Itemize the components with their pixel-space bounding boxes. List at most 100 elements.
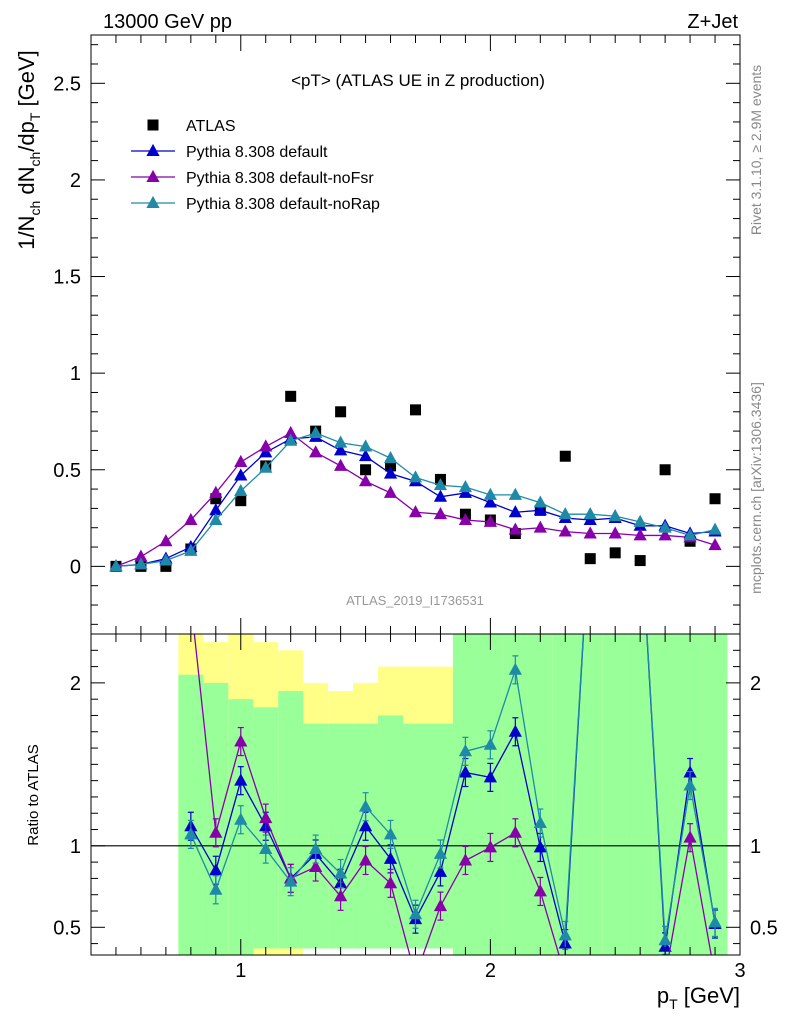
legend-marker-pythia-8-308-default-nofsr <box>146 169 160 182</box>
data-point-pythia-8-308-default-nofsr <box>334 458 348 471</box>
ratio-point-pythia-8-308-default-norap <box>408 907 423 920</box>
data-point-pythia-8-308-default-norap <box>433 478 448 491</box>
ratio-point-pythia-8-308-default <box>383 851 398 864</box>
data-point-pythia-8-308-default-nofsr <box>633 528 647 541</box>
analysis-watermark: ATLAS_2019_I1736531 <box>346 593 484 608</box>
y-tick-label: 0.5 <box>53 460 81 482</box>
data-point-pythia-8-308-default-nofsr <box>708 537 722 551</box>
data-point-pythia-8-308-default <box>508 505 522 518</box>
data-point-pythia-8-308-default <box>383 466 398 479</box>
ratio-point-pythia-8-308-default-nofsr <box>483 840 497 853</box>
data-point-pythia-8-308-default-norap <box>408 470 423 483</box>
data-point-pythia-8-308-default-norap <box>633 514 647 527</box>
data-point-pythia-8-308-default <box>334 443 348 456</box>
data-point-pythia-8-308-default-norap <box>358 439 373 452</box>
data-point-pythia-8-308-default-norap <box>508 487 522 500</box>
ratio-y-tick-label-right: 2 <box>750 673 761 695</box>
data-point-pythia-8-308-default-nofsr <box>658 528 672 541</box>
data-point-atlas <box>385 460 397 472</box>
header-energy-label: 13000 GeV pp <box>103 11 232 33</box>
data-point-atlas <box>360 464 372 476</box>
ratio-point-pythia-8-308-default-norap <box>284 874 298 887</box>
data-point-pythia-8-308-default-norap <box>209 512 223 525</box>
data-point-pythia-8-308-default <box>358 449 373 462</box>
data-point-pythia-8-308-default-norap <box>383 451 398 464</box>
ratio-point-pythia-8-308-default-norap <box>658 933 672 946</box>
uncertainty-band-inner <box>278 691 304 949</box>
data-point-pythia-8-308-default-nofsr <box>284 425 298 438</box>
uncertainty-band-inner <box>328 723 354 949</box>
main-panel: 0 0.5 1 1.5 2 2.5 <pT> (ATLAS UE in Z product… <box>14 34 741 635</box>
ratio-point-pythia-8-308-default-norap <box>683 778 697 791</box>
main-panel-axes: 0 0.5 1 1.5 2 2.5 <box>53 34 741 635</box>
data-point-pythia-8-308-default-norap <box>334 435 348 448</box>
legend: ATLAS Pythia 8.308 default Pythia 8.308 de… <box>131 118 380 213</box>
data-point-pythia-8-308-default <box>209 503 223 516</box>
series-line-pythia-8-308-default <box>115 436 716 568</box>
ratio-point-pythia-8-308-default <box>533 840 547 853</box>
ratio-point-pythia-8-308-default <box>508 724 522 737</box>
ratio-panel-data <box>91 634 740 955</box>
data-point-pythia-8-308-default-nofsr <box>408 505 423 518</box>
legend-marker-atlas <box>147 119 159 131</box>
legend-marker-pythia-8-308-default-norap <box>146 195 160 208</box>
data-point-pythia-8-308-default-norap <box>259 460 273 473</box>
uncertainty-band-inner <box>577 634 603 955</box>
data-point-pythia-8-308-default-norap <box>159 553 173 566</box>
data-point-pythia-8-308-default-norap <box>284 433 298 446</box>
main-y-axis-label: 1/Nch dNch/dpT [GeV] <box>14 50 43 250</box>
y-tick-label: 0 <box>70 556 81 578</box>
ratio-point-pythia-8-308-default <box>433 864 448 877</box>
ratio-point-pythia-8-308-default-norap <box>234 812 248 825</box>
uncertainty-band-inner <box>602 634 628 955</box>
data-point-pythia-8-308-default <box>533 503 547 516</box>
ratio-line-pythia-8-308-default-norap <box>190 634 716 941</box>
data-point-atlas <box>285 390 297 402</box>
data-point-pythia-8-308-default-nofsr <box>533 520 547 533</box>
data-point-atlas <box>659 464 671 476</box>
data-point-pythia-8-308-default-nofsr <box>583 526 597 539</box>
legend-label-pythia-8-308-default-norap: Pythia 8.308 default-noRap <box>186 196 380 213</box>
ratio-y-axis-label: Ratio to ATLAS <box>25 744 42 845</box>
svg-text:pT [GeV]: pT [GeV] <box>657 983 740 1012</box>
data-point-atlas <box>235 495 247 507</box>
data-point-atlas <box>609 547 621 559</box>
ratio-point-pythia-8-308-default-nofsr <box>234 734 248 747</box>
ratio-point-pythia-8-308-default-nofsr <box>358 853 373 866</box>
x-tick-label: 3 <box>734 960 745 982</box>
data-point-pythia-8-308-default-nofsr <box>508 522 522 535</box>
data-point-atlas <box>709 493 721 505</box>
ratio-point-pythia-8-308-default-nofsr <box>683 830 697 843</box>
data-point-pythia-8-308-default-norap <box>533 495 547 508</box>
ratio-line-pythia-8-308-default <box>190 634 716 947</box>
x-tick-label: 2 <box>485 960 496 982</box>
uncertainty-band-inner <box>702 634 728 955</box>
data-point-pythia-8-308-default-norap <box>483 487 497 500</box>
ratio-panel-axes: 0.5 0.5 1 1 2 2 1 2 3 <box>53 633 778 982</box>
ratio-y-tick-label-right: 1 <box>750 836 761 858</box>
data-point-pythia-8-308-default-nofsr <box>159 534 173 547</box>
svg-text:1/Nch dNch/dpT [GeV]: 1/Nch dNch/dpT [GeV] <box>14 50 43 250</box>
ratio-line-pythia-8-308-default-nofsr <box>193 634 712 955</box>
rivet-version-label: Rivet 3.1.10, ≥ 2.9M events <box>748 65 764 235</box>
data-point-atlas <box>634 555 646 567</box>
data-point-pythia-8-308-default <box>483 495 497 508</box>
data-point-pythia-8-308-default-norap <box>109 559 123 572</box>
data-point-pythia-8-308-default-nofsr <box>483 514 497 527</box>
data-point-pythia-8-308-default-norap <box>458 479 473 493</box>
data-point-atlas <box>210 493 222 505</box>
ratio-point-pythia-8-308-default <box>234 773 248 786</box>
data-point-pythia-8-308-default-nofsr <box>433 507 448 520</box>
data-point-pythia-8-308-default-norap <box>583 507 597 520</box>
data-point-atlas <box>410 404 421 416</box>
ratio-point-pythia-8-308-default <box>209 863 223 876</box>
series-line-pythia-8-308-default-nofsr <box>115 432 716 567</box>
data-point-pythia-8-308-default-norap <box>234 483 248 496</box>
ratio-point-pythia-8-308-default-nofsr <box>383 876 398 889</box>
ratio-point-pythia-8-308-default-norap <box>209 882 223 895</box>
ratio-point-pythia-8-308-default-norap <box>533 815 547 828</box>
ratio-y-tick-label: 2 <box>70 673 81 695</box>
ratio-point-pythia-8-308-default-norap <box>483 737 497 750</box>
legend-label-atlas: ATLAS <box>186 118 236 135</box>
uncertainty-band-inner <box>502 634 528 955</box>
